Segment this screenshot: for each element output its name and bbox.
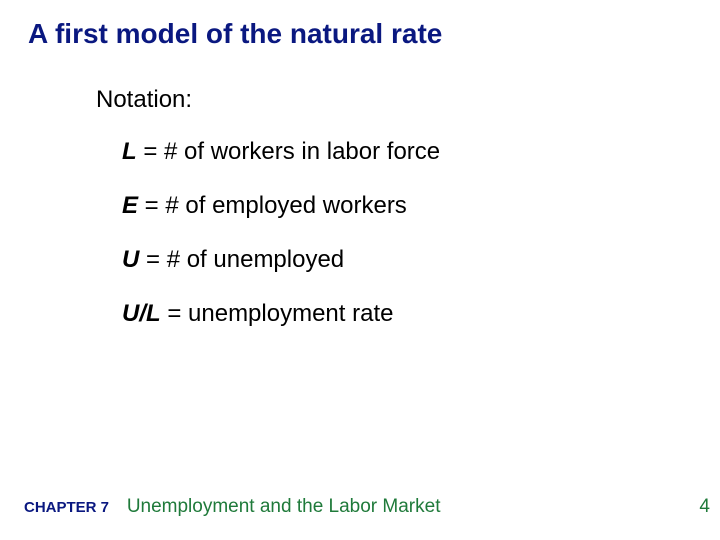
notation-item: E = # of employed workers bbox=[122, 192, 407, 220]
slide: { "title": { "text": "A first model of t… bbox=[0, 0, 720, 540]
chapter-title: Unemployment and the Labor Market bbox=[127, 496, 441, 517]
notation-text: = unemployment rate bbox=[161, 300, 394, 327]
slide-title: A first model of the natural rate bbox=[28, 18, 442, 50]
notation-text: = # of workers in labor force bbox=[137, 138, 440, 165]
notation-item: L = # of workers in labor force bbox=[122, 138, 440, 166]
slide-footer: CHAPTER 7 Unemployment and the Labor Mar… bbox=[24, 496, 710, 518]
page-number: 4 bbox=[699, 496, 710, 518]
notation-item: U/L = unemployment rate bbox=[122, 300, 393, 328]
notation-text: = # of unemployed bbox=[139, 246, 344, 273]
notation-var: L bbox=[122, 138, 137, 165]
notation-heading: Notation: bbox=[96, 86, 192, 114]
chapter-label: CHAPTER 7 bbox=[24, 499, 109, 516]
notation-var: U bbox=[122, 246, 139, 273]
notation-text: = # of employed workers bbox=[138, 192, 407, 219]
notation-var: E bbox=[122, 192, 138, 219]
notation-item: U = # of unemployed bbox=[122, 246, 344, 274]
notation-var: U/L bbox=[122, 300, 161, 327]
